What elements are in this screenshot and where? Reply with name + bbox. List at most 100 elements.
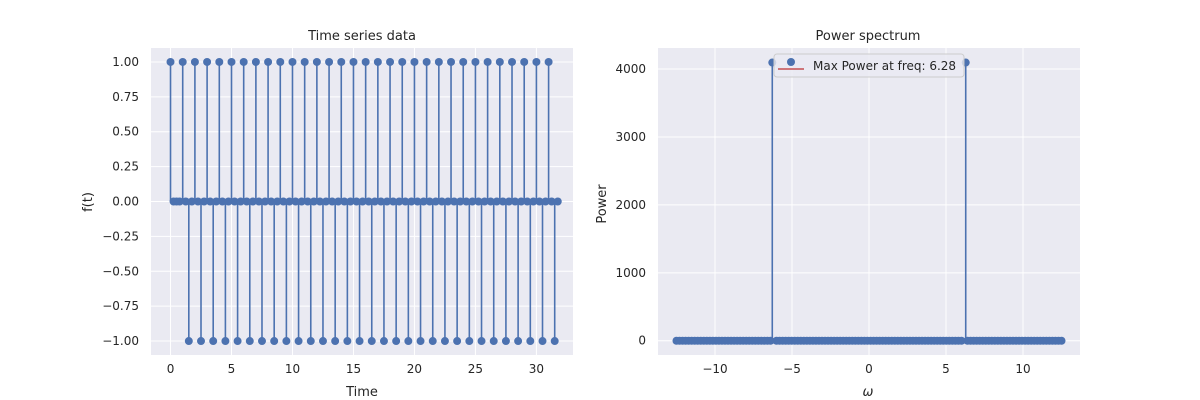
time-series-stem-marker bbox=[504, 197, 513, 206]
time-series-stem-marker bbox=[325, 57, 334, 66]
time-series-stem-marker bbox=[334, 197, 343, 206]
time-series-stem-marker bbox=[193, 197, 202, 206]
time-series-stem-marker bbox=[187, 197, 196, 206]
power-spectrum-x-tick-label: −10 bbox=[702, 362, 727, 376]
time-series-stem-marker bbox=[291, 197, 300, 206]
time-series-y-tick-label: −0.75 bbox=[102, 299, 139, 313]
legend-box bbox=[773, 53, 965, 78]
time-series-stem-marker bbox=[248, 197, 257, 206]
time-series-stem-marker bbox=[276, 57, 285, 66]
time-series-y-tick-label: 1.00 bbox=[112, 55, 139, 69]
time-series-stem-marker bbox=[340, 197, 349, 206]
time-series-x-tick-label: 5 bbox=[228, 362, 236, 376]
time-series-stem-marker bbox=[288, 57, 297, 66]
time-series-stem-marker bbox=[285, 197, 294, 206]
time-series-stem-marker bbox=[535, 197, 544, 206]
time-series-stem-marker bbox=[184, 337, 193, 346]
time-series-y-tick-label: 0.50 bbox=[112, 125, 139, 139]
time-series-stem-marker bbox=[328, 197, 337, 206]
time-series-stem-marker bbox=[471, 57, 480, 66]
time-series-stem-marker bbox=[459, 57, 468, 66]
time-series-stem-marker bbox=[401, 197, 410, 206]
time-series-stem-marker bbox=[273, 197, 282, 206]
time-series-stem-marker bbox=[486, 197, 495, 206]
time-series-stem-marker bbox=[456, 197, 465, 206]
time-series-stem-marker bbox=[200, 197, 209, 206]
time-series-stem-marker bbox=[312, 57, 321, 66]
time-series-stem-marker bbox=[233, 337, 242, 346]
time-series-stem-marker bbox=[517, 197, 526, 206]
power-spectrum-x-tick-label: 10 bbox=[1015, 362, 1030, 376]
time-series-stem-marker bbox=[526, 337, 535, 346]
time-series-stem-marker bbox=[270, 337, 279, 346]
time-series-stem-marker bbox=[407, 197, 416, 206]
time-series-stem-marker bbox=[264, 57, 273, 66]
time-series-y-tick-label: −0.50 bbox=[102, 264, 139, 278]
time-series-stem-marker bbox=[462, 197, 471, 206]
time-series-y-tick-label: 0.00 bbox=[112, 195, 139, 209]
time-series-stem-marker bbox=[224, 197, 233, 206]
time-series-stem-marker bbox=[404, 337, 413, 346]
time-series-stem-marker bbox=[465, 337, 474, 346]
time-series-stem-marker bbox=[346, 197, 355, 206]
time-series-stem-marker bbox=[450, 197, 459, 206]
time-series-stem-marker bbox=[398, 57, 407, 66]
time-series-stem-marker bbox=[508, 57, 517, 66]
time-series-title: Time series data bbox=[307, 29, 416, 44]
time-series-x-tick-labels: 0 5 10 15 20 25 30 bbox=[167, 362, 544, 376]
power-spectrum-stem-marker bbox=[1057, 336, 1066, 345]
time-series-stem-marker bbox=[383, 197, 392, 206]
time-series-x-tick-label: 15 bbox=[346, 362, 361, 376]
time-series-stem-marker bbox=[367, 337, 376, 346]
time-series-stem-marker bbox=[181, 197, 190, 206]
time-series-stem-marker bbox=[395, 197, 404, 206]
time-series-stem-marker bbox=[553, 197, 562, 206]
time-series-stem-marker bbox=[215, 57, 224, 66]
time-series-stem-marker bbox=[309, 197, 318, 206]
time-series-stem-marker bbox=[392, 337, 401, 346]
power-spectrum-title: Power spectrum bbox=[816, 29, 921, 44]
time-series-stem-marker bbox=[373, 57, 382, 66]
power-spectrum-x-tick-label: 5 bbox=[942, 362, 950, 376]
time-series-y-tick-label: 0.75 bbox=[112, 90, 139, 104]
time-series-stems bbox=[166, 57, 562, 346]
time-series-stem-marker bbox=[294, 337, 303, 346]
time-series-stem-marker bbox=[434, 57, 443, 66]
time-series-stem-marker bbox=[261, 197, 270, 206]
time-series-stem-marker bbox=[511, 197, 520, 206]
time-series-stem-marker bbox=[376, 197, 385, 206]
time-series-stem-marker bbox=[386, 57, 395, 66]
time-series-stem-marker bbox=[203, 57, 212, 66]
time-series-stem-marker bbox=[257, 337, 266, 346]
legend-marker-swatch bbox=[787, 58, 795, 66]
power-spectrum-x-tick-label: −5 bbox=[783, 362, 801, 376]
time-series-stem-marker bbox=[254, 197, 263, 206]
time-series-stem-marker bbox=[175, 197, 184, 206]
time-series-stem-marker bbox=[544, 57, 553, 66]
time-series-stem-marker bbox=[440, 337, 449, 346]
time-series-stem-marker bbox=[453, 337, 462, 346]
time-series-stem-marker bbox=[428, 337, 437, 346]
time-series-stem-marker bbox=[239, 57, 248, 66]
time-series-x-tick-label: 25 bbox=[468, 362, 483, 376]
time-series-stem-marker bbox=[331, 337, 340, 346]
time-series-stem-marker bbox=[447, 57, 456, 66]
time-series-stem-marker bbox=[410, 57, 419, 66]
time-series-stem-marker bbox=[227, 57, 236, 66]
time-series-stem-marker bbox=[492, 197, 501, 206]
time-series-stem-marker bbox=[477, 337, 486, 346]
time-series-stem-marker bbox=[532, 57, 541, 66]
time-series-x-label: Time bbox=[345, 385, 378, 400]
time-series-stem-marker bbox=[437, 197, 446, 206]
time-series-stem-marker bbox=[230, 197, 239, 206]
time-series-stem-marker bbox=[474, 197, 483, 206]
time-series-stem-marker bbox=[209, 337, 218, 346]
time-series-stem-marker bbox=[416, 337, 425, 346]
time-series-stem-marker bbox=[547, 197, 556, 206]
time-series-stem-marker bbox=[413, 197, 422, 206]
time-series-stem-marker bbox=[221, 337, 230, 346]
time-series-axes: 0 5 10 15 20 25 30 −1.00 −0.75 −0.50 −0.25 0.00 0.2… bbox=[81, 29, 573, 400]
time-series-stem-marker bbox=[425, 197, 434, 206]
power-spectrum-y-label: Power bbox=[595, 184, 610, 224]
time-series-stem-marker bbox=[337, 57, 346, 66]
